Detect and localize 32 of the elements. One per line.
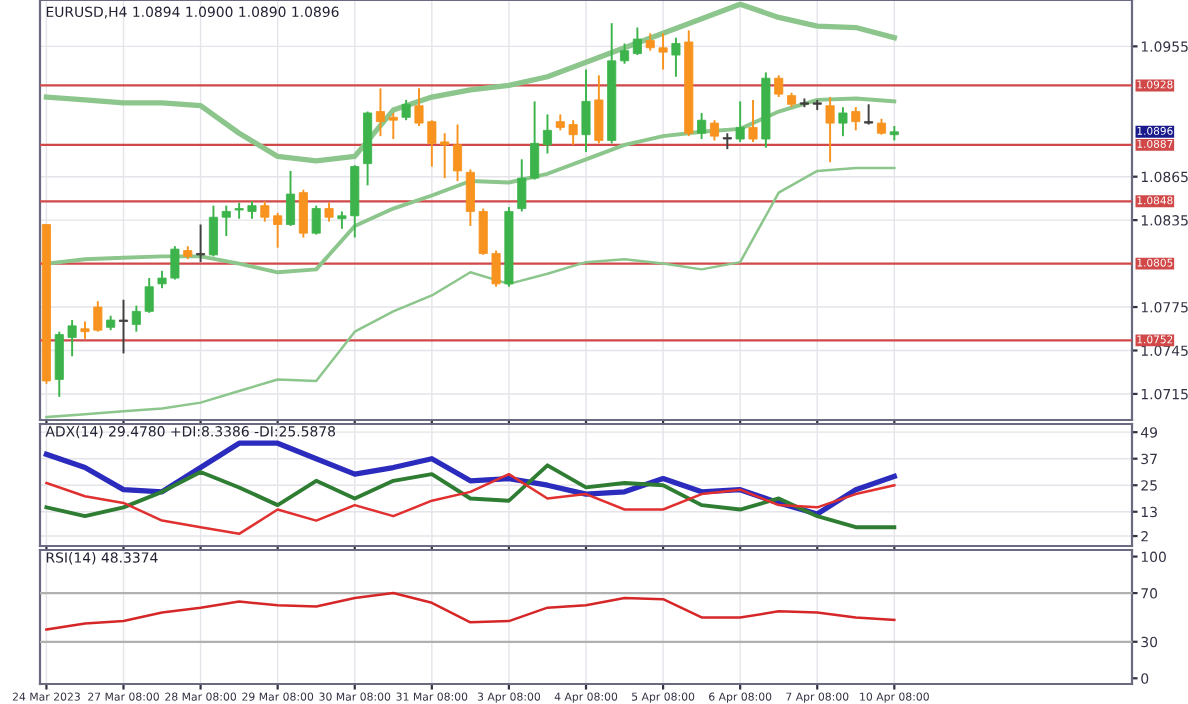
candlestick (118, 298, 129, 355)
candlestick (864, 103, 874, 126)
line-series (45, 166, 896, 419)
line-series (45, 591, 896, 631)
candlestick (311, 204, 321, 236)
candlestick (735, 100, 745, 143)
candlestick (285, 169, 296, 227)
candlestick (388, 112, 398, 140)
candlestick (709, 119, 719, 142)
candlestick (851, 106, 861, 132)
line-series (43, 1, 897, 164)
candlestick (748, 98, 758, 143)
candlestick (825, 96, 835, 164)
candlestick (221, 204, 231, 238)
candlestick (697, 112, 707, 140)
candlestick (620, 42, 630, 65)
candlestick (594, 74, 604, 145)
line-series (45, 472, 896, 536)
candlestick (208, 204, 218, 258)
line-series (44, 463, 897, 530)
candlestick (774, 74, 784, 98)
candlestick (324, 201, 334, 223)
candlestick (298, 188, 308, 239)
candlestick (196, 223, 206, 264)
candlestick (632, 26, 642, 56)
candlestick (542, 113, 552, 155)
candlestick (838, 106, 848, 138)
candlestick (453, 123, 463, 182)
candlestick (671, 36, 681, 78)
candlestick (401, 98, 411, 122)
candlestick (581, 68, 591, 154)
candlestick (375, 87, 385, 138)
